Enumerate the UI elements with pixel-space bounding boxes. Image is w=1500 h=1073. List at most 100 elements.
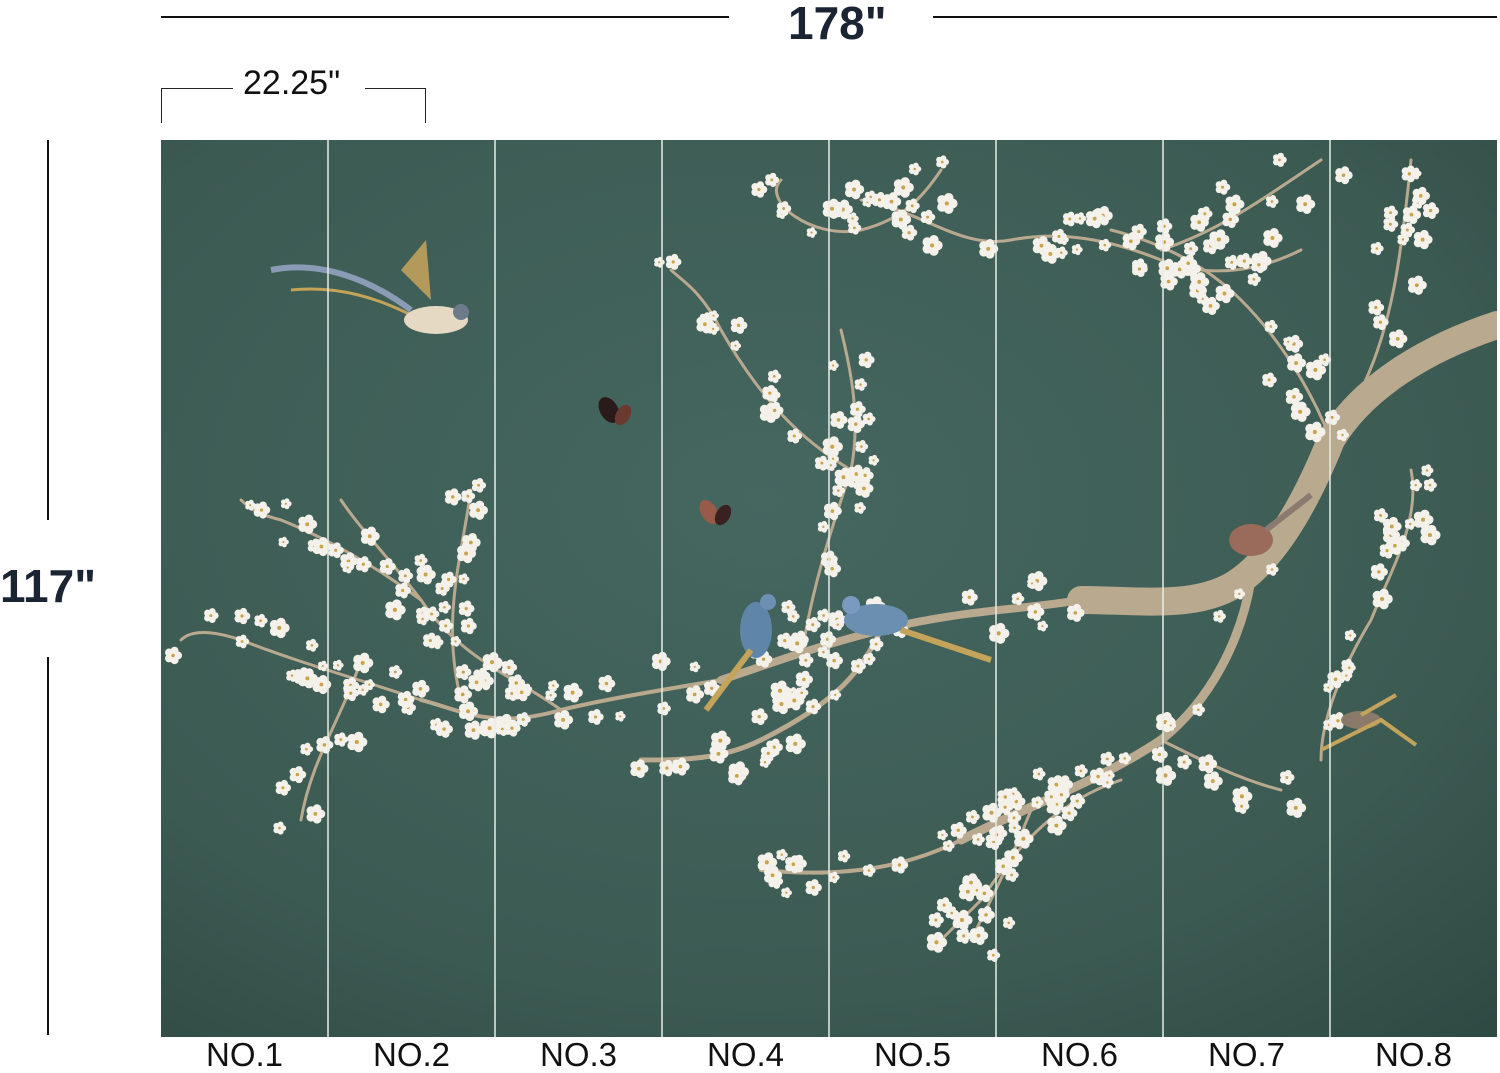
blossom: [1336, 428, 1349, 442]
blossom-cluster: [165, 152, 1441, 962]
blossom: [468, 673, 486, 692]
blossom: [563, 682, 583, 703]
blossom: [332, 659, 344, 671]
blossom: [289, 766, 307, 784]
blossom: [1413, 229, 1433, 250]
blossom: [1412, 186, 1430, 205]
blossom: [412, 679, 430, 698]
panel-label: NO.3: [539, 1036, 618, 1073]
blossom: [416, 564, 436, 585]
blossom: [1423, 478, 1437, 492]
blossom: [937, 829, 948, 841]
blossom: [441, 571, 457, 588]
blossom: [554, 710, 574, 730]
blossom: [908, 162, 922, 176]
blossom: [254, 613, 268, 628]
blossom: [469, 500, 488, 520]
blossom: [334, 732, 349, 747]
blossom: [1122, 232, 1141, 251]
blossom: [1372, 588, 1393, 610]
branch: [450, 488, 473, 702]
blossom: [863, 652, 876, 666]
blossom: [1379, 542, 1396, 559]
blossom: [920, 209, 936, 225]
blossom: [1285, 387, 1304, 406]
blossom: [781, 600, 796, 615]
blossom: [235, 634, 250, 649]
blossom: [1234, 588, 1246, 600]
blossom: [1272, 152, 1287, 167]
blossom: [805, 879, 822, 896]
blossom: [869, 637, 884, 652]
blossom: [1225, 194, 1245, 215]
blossom: [1263, 228, 1283, 248]
blossom: [832, 483, 846, 498]
blossom: [1071, 243, 1083, 256]
blossom: [689, 661, 701, 673]
blossom: [891, 209, 912, 230]
blossom: [928, 912, 944, 928]
blossom: [516, 712, 531, 727]
blossom: [1184, 241, 1199, 257]
blossom: [1421, 464, 1434, 477]
blossom: [1165, 720, 1177, 731]
blossom: [760, 745, 777, 762]
blossom: [755, 650, 773, 668]
bird-blue-left: [703, 594, 776, 712]
blossom: [1041, 244, 1061, 264]
blossom: [1287, 353, 1307, 373]
total-width-line-left: [161, 16, 729, 18]
small-bird-flying: [1320, 693, 1418, 752]
blossom: [651, 651, 671, 672]
blossom: [855, 479, 874, 498]
blossom: [817, 520, 830, 533]
blossom: [977, 906, 995, 924]
blossom: [891, 856, 909, 874]
blossom: [379, 558, 396, 575]
blossom: [1014, 828, 1034, 849]
blossom: [1335, 166, 1353, 185]
blossom: [970, 883, 984, 897]
long-tailed-bird-flying: [270, 240, 469, 334]
blossom: [273, 821, 287, 835]
blossom: [905, 198, 920, 214]
blossom: [275, 779, 292, 796]
blossom: [1382, 516, 1402, 537]
blossom: [1197, 206, 1213, 222]
blossom: [397, 690, 415, 709]
blossom: [253, 501, 271, 519]
height-label: 117": [0, 560, 97, 612]
blossom: [864, 190, 878, 204]
blossom: [822, 436, 843, 458]
blossom: [795, 670, 813, 689]
blossom: [1286, 797, 1307, 818]
panel-label: NO.5: [873, 1036, 952, 1073]
blossom: [372, 695, 390, 714]
blossom: [471, 478, 487, 493]
blossom: [1132, 260, 1148, 278]
blossom: [347, 731, 368, 753]
blossom: [457, 543, 477, 564]
blossom: [922, 235, 943, 256]
blossom: [1340, 669, 1353, 682]
blossom: [458, 600, 475, 617]
blossom: [165, 646, 183, 665]
blossom: [936, 155, 950, 169]
panel-width-tick-right: [425, 88, 426, 123]
blossom: [768, 369, 782, 384]
blossom: [805, 698, 822, 715]
blossom: [269, 617, 290, 639]
blossom: [459, 701, 479, 722]
blossom: [1215, 179, 1231, 195]
blossom: [858, 351, 875, 369]
branch: [1359, 158, 1413, 392]
blossom: [1074, 764, 1088, 778]
branch: [1159, 738, 1283, 792]
blossom: [1410, 479, 1423, 492]
blossom: [1373, 508, 1389, 523]
blossom: [438, 618, 454, 634]
blossom: [1213, 609, 1226, 623]
blossom: [1383, 216, 1399, 232]
blossom: [306, 638, 319, 652]
bird-brown-on-trunk: [1229, 492, 1313, 556]
